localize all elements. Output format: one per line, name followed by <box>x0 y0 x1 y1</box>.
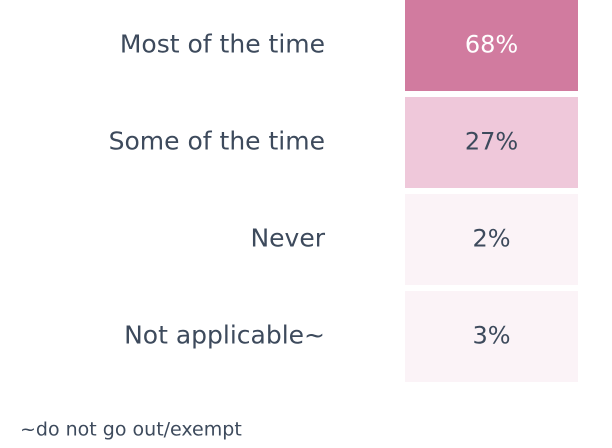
row-label: Never <box>250 224 325 253</box>
cell <box>405 0 578 91</box>
cell <box>405 194 578 285</box>
value-label: 68% <box>465 31 518 59</box>
row-label: Most of the time <box>120 30 325 59</box>
cell <box>405 291 578 382</box>
value-label: 3% <box>472 322 510 350</box>
cell <box>405 97 578 188</box>
value-label: 2% <box>472 225 510 253</box>
value-label: 27% <box>465 128 518 156</box>
row-label: Not applicable~ <box>124 321 325 350</box>
row-label: Some of the time <box>109 127 325 156</box>
footnote: ~do not go out/exempt <box>20 419 242 441</box>
